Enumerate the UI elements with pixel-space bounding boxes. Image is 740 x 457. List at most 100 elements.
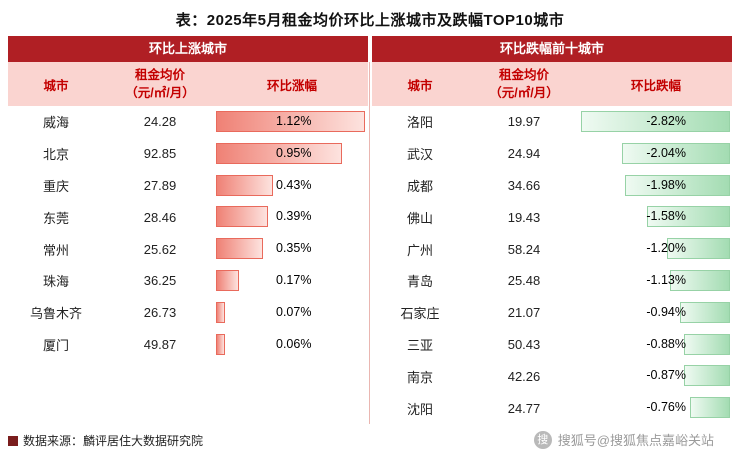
city-name: 乌鲁木齐 <box>29 306 82 322</box>
city-name: 沈阳 <box>406 401 433 417</box>
increase-bar <box>216 206 268 228</box>
decrease-bar <box>683 333 730 355</box>
change-cell: -1.98% <box>580 170 732 202</box>
table-row: 成都 34.66 -1.98% <box>372 170 732 202</box>
panel-fall-column-headers: 城市 租金均价 （元/㎡/月） 环比跌幅 <box>372 62 732 106</box>
city-name: 三亚 <box>406 337 433 353</box>
city-name: 北京 <box>42 147 69 163</box>
change-cell: 0.06% <box>216 329 368 361</box>
table-row: 珠海 36.25 0.17% <box>8 265 368 297</box>
rent-price: 21.07 <box>507 305 541 321</box>
change-cell: -2.82% <box>580 106 732 138</box>
increase-pct-label: 0.07% <box>276 304 312 319</box>
col-price-line2: （元/㎡/月） <box>125 86 195 100</box>
change-cell: -1.13% <box>580 265 732 297</box>
page-title: 表：2025年5月租金均价环比上涨城市及跌幅TOP10城市 <box>175 12 565 29</box>
table-row: 北京 92.85 0.95% <box>8 138 368 170</box>
decrease-bar <box>670 269 730 291</box>
change-cell: -1.58% <box>580 201 732 233</box>
col-price-line1: 租金均价 <box>498 67 549 82</box>
rent-price: 58.24 <box>507 241 541 257</box>
panel-rise-column-headers: 城市 租金均价 （元/㎡/月） 环比涨幅 <box>8 62 368 106</box>
increase-bar <box>216 238 263 260</box>
city-name: 威海 <box>42 115 69 131</box>
change-cell: 0.39% <box>216 201 368 233</box>
decrease-pct-label: -1.13% <box>646 272 686 287</box>
decrease-pct-label: -0.87% <box>646 368 686 383</box>
col-city-label: 城市 <box>43 78 69 93</box>
col-price-line1: 租金均价 <box>134 67 185 82</box>
decrease-pct-label: -1.98% <box>646 177 686 192</box>
table-row: 石家庄 21.07 -0.94% <box>372 297 732 329</box>
change-cell: 0.43% <box>216 170 368 202</box>
change-cell: -0.76% <box>580 392 732 424</box>
decrease-bar <box>646 206 730 228</box>
rent-price: 92.85 <box>143 146 177 162</box>
table-row: 常州 25.62 0.35% <box>8 233 368 265</box>
city-name: 常州 <box>42 242 69 258</box>
panel-rise-header: 环比上涨城市 <box>8 36 368 62</box>
rent-price: 27.89 <box>143 177 177 193</box>
city-name: 厦门 <box>42 337 69 353</box>
increase-bar <box>216 333 225 355</box>
city-name: 成都 <box>406 178 433 194</box>
change-cell: 0.17% <box>216 265 368 297</box>
table-row: 三亚 50.43 -0.88% <box>372 329 732 361</box>
col-city-label: 城市 <box>407 78 433 93</box>
panel-fall: 环比跌幅前十城市 城市 租金均价 （元/㎡/月） 环比跌幅 洛阳 19.97 -… <box>372 36 732 424</box>
decrease-pct-label: -2.04% <box>646 145 686 160</box>
rent-price: 24.28 <box>143 114 177 130</box>
decrease-bar <box>689 397 730 419</box>
rent-price: 24.77 <box>507 400 541 416</box>
decrease-bar <box>625 174 730 196</box>
city-name: 石家庄 <box>400 306 440 322</box>
increase-pct-label: 0.39% <box>276 209 312 224</box>
rent-price: 24.94 <box>507 146 541 162</box>
decrease-pct-label: -1.20% <box>646 241 686 256</box>
rent-price: 42.26 <box>507 368 541 384</box>
increase-pct-label: 0.06% <box>276 336 312 351</box>
col-price-label: 租金均价 （元/㎡/月） <box>468 66 580 102</box>
change-cell: -0.88% <box>580 329 732 361</box>
city-name: 东莞 <box>42 210 69 226</box>
decrease-pct-label: -0.88% <box>646 336 686 351</box>
col-price-label: 租金均价 （元/㎡/月） <box>104 66 216 102</box>
rent-price: 25.48 <box>507 273 541 289</box>
panel-fall-body: 洛阳 19.97 -2.82% 武汉 24.94 -2.04% 成都 34.66… <box>372 106 732 424</box>
city-name: 青岛 <box>406 274 433 290</box>
decrease-bar <box>581 111 730 132</box>
rent-price: 49.87 <box>143 336 177 352</box>
rent-price: 34.66 <box>507 177 541 193</box>
city-name: 南京 <box>406 369 433 385</box>
data-source-text: 数据来源：麟评居住大数据研究院 <box>23 434 204 448</box>
col-change-label: 环比涨幅 <box>266 78 317 93</box>
change-cell: -0.94% <box>580 297 732 329</box>
panel-rise: 环比上涨城市 城市 租金均价 （元/㎡/月） 环比涨幅 威海 24.28 1.1… <box>8 36 368 424</box>
table-row: 厦门 49.87 0.06% <box>8 329 368 361</box>
increase-bar <box>216 142 343 164</box>
col-price-line2: （元/㎡/月） <box>489 86 559 100</box>
decrease-pct-label: -2.82% <box>646 114 686 128</box>
change-cell: -1.20% <box>580 233 732 265</box>
city-name: 广州 <box>406 242 433 258</box>
rent-price: 25.62 <box>143 241 177 257</box>
col-change-label: 环比跌幅 <box>630 78 681 93</box>
watermark-text: 搜狐号@搜狐焦点嘉峪关站 <box>557 433 714 448</box>
increase-pct-label: 0.43% <box>276 177 312 192</box>
decrease-bar <box>680 301 730 323</box>
watermark: 搜 搜狐号@搜狐焦点嘉峪关站 <box>533 430 714 449</box>
rent-price: 19.97 <box>507 114 541 130</box>
increase-pct-label: 0.35% <box>276 241 312 256</box>
change-cell: -2.04% <box>580 138 732 170</box>
table-row: 洛阳 19.97 -2.82% <box>372 106 732 138</box>
panel-fall-header: 环比跌幅前十城市 <box>372 36 732 62</box>
increase-bar <box>216 269 239 291</box>
increase-bar <box>216 111 365 132</box>
decrease-bar <box>684 365 730 387</box>
table-row: 广州 58.24 -1.20% <box>372 233 732 265</box>
increase-pct-label: 1.12% <box>276 114 312 128</box>
rent-price: 26.73 <box>143 305 177 321</box>
change-cell: 0.95% <box>216 138 368 170</box>
decrease-bar <box>666 238 730 260</box>
decrease-pct-label: -0.76% <box>646 400 686 415</box>
